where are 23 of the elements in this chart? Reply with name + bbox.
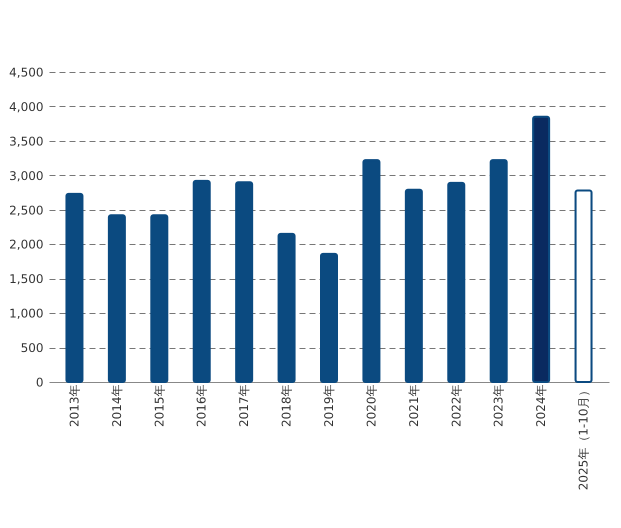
- x-tick-label: 2020年: [364, 384, 378, 428]
- x-tick-label: 2015年: [152, 384, 166, 428]
- y-tick-label: 0: [36, 376, 44, 390]
- x-tick-label: 2016年: [194, 384, 209, 428]
- y-tick-label: 3,500: [9, 134, 44, 148]
- x-tick-label: 2022年: [449, 384, 464, 428]
- y-tick-label: 4,500: [9, 66, 44, 80]
- x-tick-label: 2018年: [280, 384, 294, 428]
- y-tick-label: 4,000: [9, 100, 44, 114]
- x-tick-label: 2017年: [237, 384, 252, 428]
- y-tick-label: 2,500: [9, 203, 44, 218]
- y-tick-label: 3,000: [9, 168, 44, 183]
- x-tick-label: 2021年: [406, 384, 421, 428]
- x-tick-label: 2019年: [322, 384, 336, 428]
- y-tick-label: 1,000: [9, 306, 44, 321]
- y-tick-label: 500: [20, 341, 44, 356]
- x-tick-label: 2013年: [67, 384, 82, 428]
- x-tick-label: 2024年: [534, 384, 548, 428]
- x-tick-label: 2023年: [492, 384, 506, 428]
- x-tick-label: 2025年（1-10月）: [576, 384, 591, 490]
- x-tick-label: 2014年: [110, 384, 124, 428]
- y-tick-label: 1,500: [9, 272, 44, 286]
- y-tick-label: 2,000: [9, 238, 44, 252]
